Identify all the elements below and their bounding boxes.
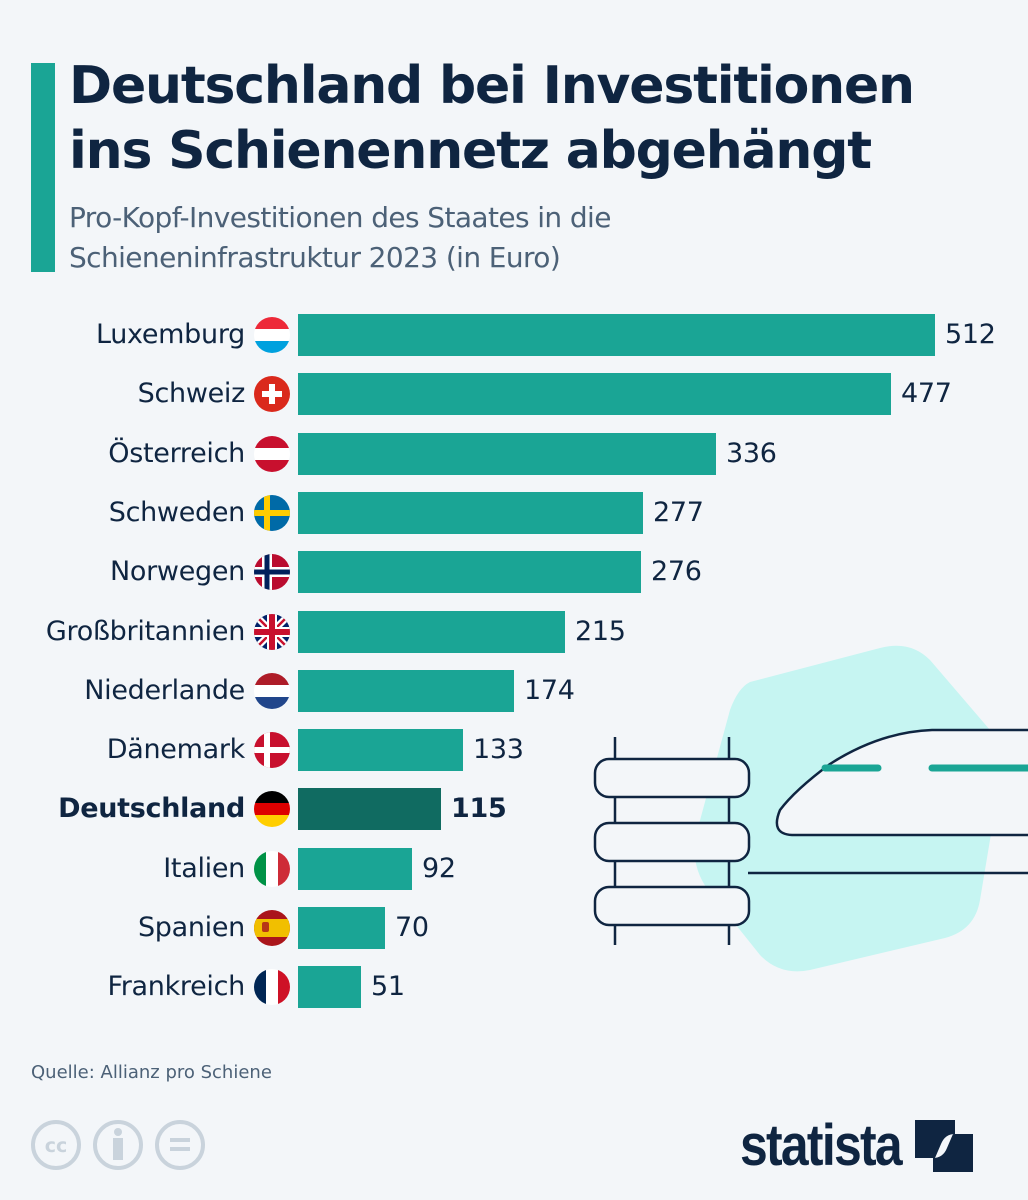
bar [298, 848, 412, 890]
sweden-flag-icon [254, 495, 290, 531]
brand-name: statista [740, 1113, 903, 1178]
category-label: Norwegen [110, 556, 245, 587]
bar [298, 729, 463, 771]
data-label: 277 [653, 497, 704, 528]
netherlands-flag-icon [254, 673, 290, 709]
bar [298, 611, 565, 653]
attribution-icon [93, 1120, 143, 1170]
data-label: 336 [726, 438, 777, 469]
data-label: 115 [451, 793, 507, 824]
italy-flag-icon [254, 851, 290, 887]
data-label: 174 [524, 675, 575, 706]
category-label: Österreich [108, 438, 245, 469]
data-label: 215 [575, 616, 626, 647]
cc-icon: cc [31, 1120, 81, 1170]
norway-flag-icon [254, 554, 290, 590]
title-line-1: Deutschland bei Investitionen [69, 56, 915, 116]
statista-logo: statista [740, 1112, 974, 1179]
category-label: Deutschland [58, 793, 245, 824]
subtitle-line-1: Pro-Kopf-Investitionen des Staates in di… [69, 201, 611, 234]
statista-logo-icon [915, 1119, 974, 1172]
bar [298, 907, 385, 949]
category-label: Großbritannien [45, 616, 245, 647]
denmark-flag-icon [254, 732, 290, 768]
subtitle-line-2: Schieneninfrastruktur 2023 (in Euro) [69, 241, 561, 274]
data-label: 477 [901, 378, 952, 409]
bar [298, 966, 361, 1008]
germany-flag-icon [254, 791, 290, 827]
france-flag-icon [254, 969, 290, 1005]
title-accent-bar [31, 63, 55, 272]
bar [298, 788, 441, 830]
data-label: 276 [651, 556, 702, 587]
no-derivatives-icon [155, 1120, 205, 1170]
bar [298, 314, 935, 356]
rail-track-icon [593, 737, 751, 945]
license-icons: cc [31, 1120, 205, 1170]
chart-title: Deutschland bei Investitionen ins Schien… [69, 54, 1019, 184]
austria-flag-icon [254, 436, 290, 472]
title-line-2: ins Schienennetz abgehängt [69, 121, 872, 181]
bar [298, 433, 716, 475]
category-label: Spanien [137, 912, 245, 943]
luxembourg-flag-icon [254, 317, 290, 353]
spain-flag-icon [254, 910, 290, 946]
data-label: 51 [371, 971, 405, 1002]
data-label: 70 [395, 912, 429, 943]
bar [298, 670, 514, 712]
category-label: Schweiz [137, 378, 246, 409]
svg-text:cc: cc [45, 1135, 68, 1157]
chart-subtitle: Pro-Kopf-Investitionen des Staates in di… [69, 198, 969, 278]
data-label: 133 [473, 734, 524, 765]
bar [298, 551, 641, 593]
data-label: 92 [422, 853, 456, 884]
train-icon [748, 728, 1028, 875]
category-label: Italien [163, 853, 245, 884]
uk-flag-icon [254, 614, 290, 650]
bar [298, 492, 643, 534]
source-note: Quelle: Allianz pro Schiene [31, 1062, 272, 1083]
category-label: Dänemark [106, 734, 246, 765]
category-label: Schweden [108, 497, 246, 528]
data-label: 512 [945, 319, 996, 350]
category-label: Niederlande [84, 675, 245, 706]
category-label: Luxemburg [95, 319, 245, 350]
switzerland-flag-icon [254, 376, 290, 412]
bar [298, 373, 891, 415]
category-label: Frankreich [107, 971, 245, 1002]
train-illustration [593, 645, 1028, 972]
